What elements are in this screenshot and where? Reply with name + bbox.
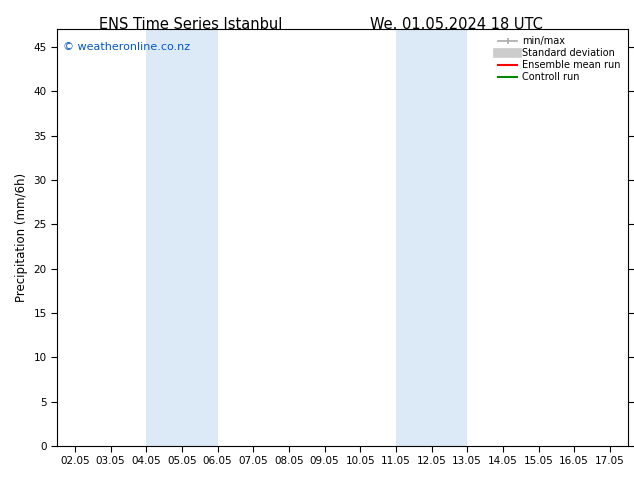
Text: ENS Time Series Istanbul: ENS Time Series Istanbul <box>98 17 282 32</box>
Legend: min/max, Standard deviation, Ensemble mean run, Controll run: min/max, Standard deviation, Ensemble me… <box>496 34 623 84</box>
Y-axis label: Precipitation (mm/6h): Precipitation (mm/6h) <box>15 173 28 302</box>
Bar <box>396 29 467 446</box>
Text: We. 01.05.2024 18 UTC: We. 01.05.2024 18 UTC <box>370 17 543 32</box>
Text: © weatheronline.co.nz: © weatheronline.co.nz <box>63 42 190 52</box>
Bar <box>146 29 217 446</box>
